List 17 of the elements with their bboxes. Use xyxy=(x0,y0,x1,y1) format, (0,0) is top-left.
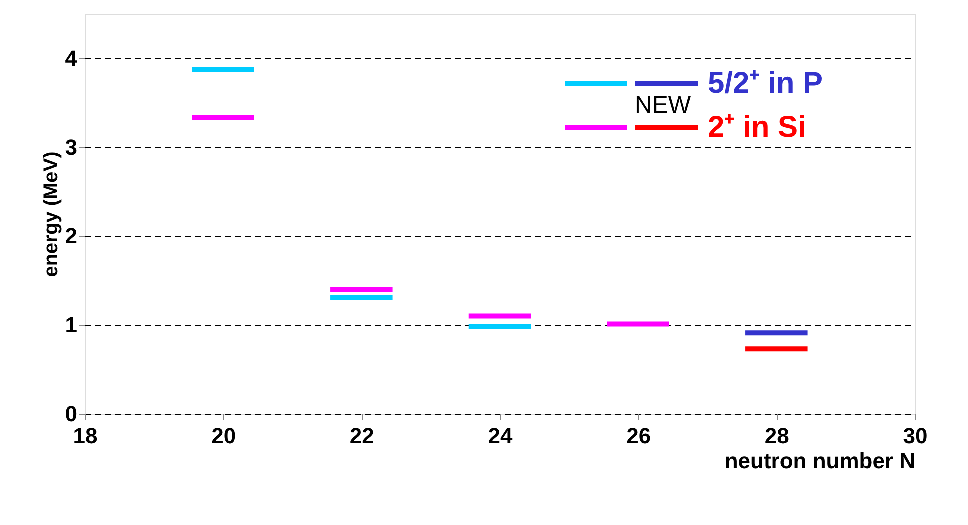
y-tick-label: 4 xyxy=(65,46,78,71)
y-tick-label: 3 xyxy=(65,134,78,160)
legend-label: 5/2⁺ in P xyxy=(708,67,824,100)
x-tick-label: 22 xyxy=(350,424,374,448)
y-tick-label: 2 xyxy=(65,224,78,249)
x-tick-label: 18 xyxy=(73,424,98,448)
y-axis-title: energy (MeV) xyxy=(40,152,62,278)
x-tick-label: 28 xyxy=(764,424,790,448)
x-axis-title: neutron number N xyxy=(724,448,916,474)
y-tick-label: 0 xyxy=(65,402,78,426)
y-tick-label: 1 xyxy=(65,312,78,338)
x-tick-label: 26 xyxy=(626,424,652,448)
x-tick-label: 30 xyxy=(903,424,928,448)
legend-label: 2⁺ in Si xyxy=(708,111,806,144)
x-tick-label: 20 xyxy=(212,424,236,448)
x-tick-label: 24 xyxy=(488,424,514,448)
annotation: NEW xyxy=(635,92,692,119)
